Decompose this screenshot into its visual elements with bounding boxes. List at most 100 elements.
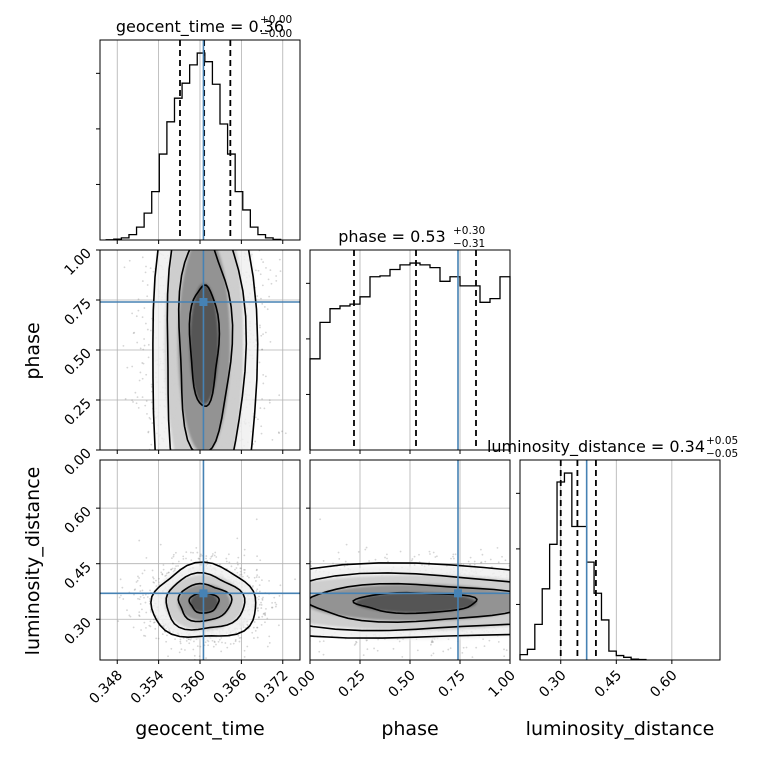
scatter-point xyxy=(257,418,259,421)
scatter-point xyxy=(262,261,265,263)
scatter-point xyxy=(430,640,433,643)
scatter-point xyxy=(149,589,151,592)
scatter-point xyxy=(504,559,507,562)
scatter-point xyxy=(142,594,144,597)
scatter-point xyxy=(275,603,278,606)
scatter-point xyxy=(161,573,164,576)
scatter-point xyxy=(264,375,267,378)
scatter-point xyxy=(200,553,202,556)
scatter-point xyxy=(239,573,242,576)
scatter-point xyxy=(236,537,239,540)
contour-0.5σ xyxy=(152,250,259,450)
scatter-point xyxy=(262,382,265,385)
scatter-point xyxy=(141,280,144,282)
scatter-point xyxy=(126,366,129,369)
title-phase-sup: +0.30 xyxy=(453,225,485,237)
scatter-point xyxy=(355,640,357,643)
scatter-point xyxy=(322,560,325,562)
scatter-point xyxy=(166,572,168,575)
scatter-point xyxy=(141,362,144,364)
contour-1.5σ xyxy=(177,250,234,450)
scatter-point xyxy=(261,348,263,351)
scatter-point xyxy=(131,365,134,368)
scatter-point xyxy=(147,431,150,434)
scatter-point xyxy=(274,601,277,604)
scatter-point xyxy=(138,611,141,614)
scatter-point xyxy=(480,561,482,564)
scatter-point xyxy=(197,557,200,560)
scatter-point xyxy=(213,641,216,644)
scatter-point xyxy=(278,620,280,622)
scatter-point xyxy=(256,568,258,571)
scatter-point xyxy=(146,284,149,286)
scatter-point xyxy=(260,297,262,300)
scatter-point xyxy=(207,640,210,643)
title-phase: phase = 0.53 xyxy=(338,227,445,246)
scatter-point xyxy=(224,642,227,644)
scatter-point xyxy=(148,416,151,419)
scatter-point xyxy=(521,600,523,602)
scatter-point xyxy=(239,567,242,570)
scatter-point xyxy=(482,638,485,641)
scatter-point xyxy=(254,580,257,582)
scatter-point xyxy=(271,438,274,441)
scatter-point xyxy=(142,362,145,365)
scatter-point xyxy=(209,557,212,560)
scatter-point xyxy=(150,383,153,386)
scatter-point xyxy=(218,563,221,566)
xlabel-geocent-time: geocent_time xyxy=(135,718,264,740)
scatter-point xyxy=(271,606,274,609)
scatter-point xyxy=(165,574,168,577)
scatter-point xyxy=(131,312,134,315)
scatter-point xyxy=(132,401,134,403)
scatter-point xyxy=(247,576,250,579)
scatter-point xyxy=(144,404,147,407)
scatter-point xyxy=(192,648,195,651)
scatter-point xyxy=(217,640,220,643)
title-luminosity-distance-sup: +0.05 xyxy=(706,435,738,447)
scatter-point xyxy=(213,554,216,557)
scatter-point xyxy=(210,555,213,558)
scatter-point xyxy=(185,551,188,554)
scatter-point xyxy=(205,496,207,498)
scatter-point xyxy=(179,640,182,643)
scatter-point xyxy=(179,638,182,641)
scatter-point xyxy=(119,578,122,581)
scatter-point xyxy=(273,596,276,599)
scatter-point xyxy=(277,624,280,627)
scatter-point xyxy=(215,643,217,646)
scatter-point xyxy=(278,594,281,597)
scatter-point xyxy=(205,243,207,245)
scatter-point xyxy=(261,597,264,600)
scatter-point xyxy=(200,564,203,566)
scatter-point xyxy=(155,579,157,582)
scatter-point xyxy=(171,567,174,570)
scatter-point xyxy=(172,570,175,573)
scatter-point xyxy=(271,601,274,604)
scatter-point xyxy=(141,256,144,259)
scatter-point xyxy=(260,623,263,626)
scatter-point xyxy=(243,568,245,571)
scatter-point xyxy=(364,548,367,551)
scatter-point xyxy=(145,373,148,376)
title-phase-sub: −0.31 xyxy=(453,238,485,250)
scatter-point xyxy=(443,661,445,663)
scatter-point xyxy=(452,553,455,556)
scatter-point xyxy=(488,639,491,642)
scatter-point xyxy=(137,309,140,312)
scatter-point xyxy=(402,661,404,663)
scatter-point xyxy=(205,657,207,660)
scatter-point xyxy=(260,334,263,337)
scatter-point xyxy=(189,638,192,641)
scatter-point xyxy=(354,642,357,645)
scatter-point xyxy=(432,551,435,554)
scatter-point xyxy=(205,555,208,557)
scatter-point xyxy=(256,574,259,577)
contour-lines xyxy=(152,250,259,450)
panel-luminosity-distance-vs-phase xyxy=(278,459,523,664)
scatter-point xyxy=(157,637,160,640)
scatter-point xyxy=(241,575,244,578)
scatter-point xyxy=(161,633,164,636)
scatter-point xyxy=(118,596,121,599)
scatter-point xyxy=(211,554,214,557)
